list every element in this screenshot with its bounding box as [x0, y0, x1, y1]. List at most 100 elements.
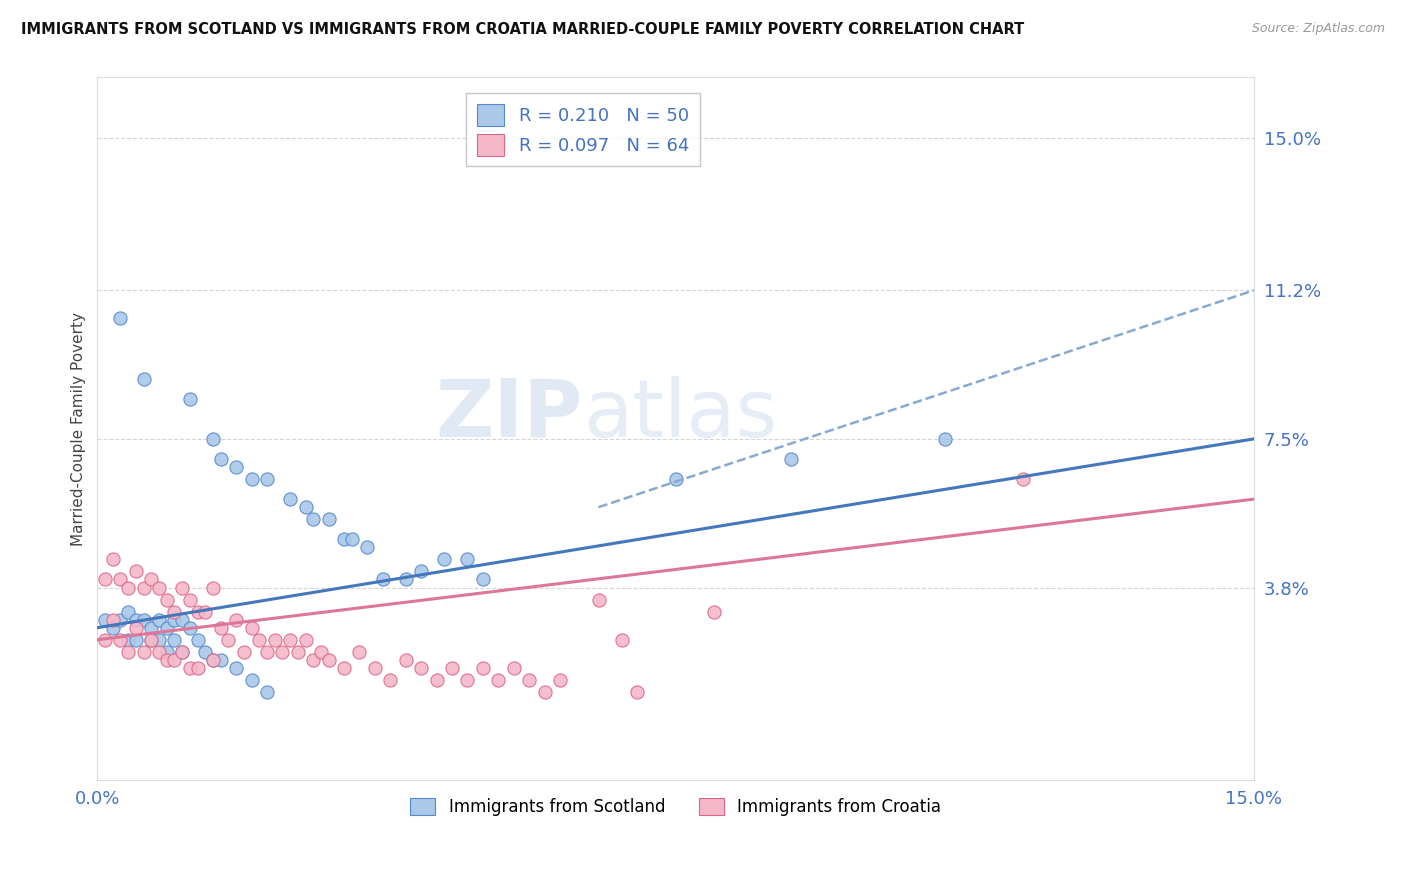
Point	[440, 661, 463, 675]
Point	[934, 432, 956, 446]
Point	[179, 592, 201, 607]
Point	[172, 581, 194, 595]
Point	[533, 685, 555, 699]
Point	[132, 372, 155, 386]
Point	[517, 673, 540, 687]
Point	[187, 605, 209, 619]
Point	[94, 613, 117, 627]
Point	[101, 552, 124, 566]
Point	[209, 452, 232, 467]
Point	[371, 573, 394, 587]
Point	[132, 581, 155, 595]
Point	[94, 573, 117, 587]
Point	[1011, 472, 1033, 486]
Point	[163, 632, 186, 647]
Point	[456, 673, 478, 687]
Point	[247, 632, 270, 647]
Point	[548, 673, 571, 687]
Point	[201, 653, 224, 667]
Point	[271, 645, 294, 659]
Text: ZIP: ZIP	[436, 376, 583, 454]
Point	[132, 645, 155, 659]
Point	[187, 632, 209, 647]
Point	[217, 632, 239, 647]
Point	[256, 472, 278, 486]
Point	[148, 613, 170, 627]
Point	[194, 605, 217, 619]
Point	[471, 573, 494, 587]
Point	[302, 653, 325, 667]
Point	[187, 661, 209, 675]
Point	[194, 645, 217, 659]
Point	[163, 605, 186, 619]
Point	[148, 632, 170, 647]
Point	[179, 621, 201, 635]
Point	[110, 632, 132, 647]
Point	[364, 661, 387, 675]
Point	[225, 613, 247, 627]
Point	[110, 613, 132, 627]
Point	[502, 661, 524, 675]
Point	[225, 661, 247, 675]
Point	[302, 512, 325, 526]
Point	[309, 645, 332, 659]
Point	[294, 500, 316, 515]
Point	[172, 613, 194, 627]
Point	[148, 581, 170, 595]
Point	[101, 613, 124, 627]
Point	[125, 613, 148, 627]
Point	[125, 621, 148, 635]
Point	[163, 653, 186, 667]
Point	[132, 613, 155, 627]
Point	[333, 661, 356, 675]
Point	[333, 533, 356, 547]
Point	[209, 621, 232, 635]
Point	[610, 632, 633, 647]
Point	[278, 632, 301, 647]
Point	[172, 645, 194, 659]
Point	[287, 645, 309, 659]
Text: IMMIGRANTS FROM SCOTLAND VS IMMIGRANTS FROM CROATIA MARRIED-COUPLE FAMILY POVERT: IMMIGRANTS FROM SCOTLAND VS IMMIGRANTS F…	[21, 22, 1025, 37]
Point	[141, 632, 163, 647]
Point	[456, 552, 478, 566]
Point	[278, 492, 301, 507]
Point	[141, 573, 163, 587]
Point	[110, 311, 132, 326]
Text: Source: ZipAtlas.com: Source: ZipAtlas.com	[1251, 22, 1385, 36]
Point	[426, 673, 449, 687]
Point	[141, 621, 163, 635]
Point	[172, 645, 194, 659]
Legend: Immigrants from Scotland, Immigrants from Croatia: Immigrants from Scotland, Immigrants fro…	[402, 789, 949, 825]
Point	[156, 592, 179, 607]
Point	[156, 653, 179, 667]
Point	[256, 645, 278, 659]
Point	[201, 432, 224, 446]
Point	[209, 653, 232, 667]
Point	[201, 653, 224, 667]
Point	[94, 632, 117, 647]
Point	[486, 673, 509, 687]
Point	[349, 645, 371, 659]
Point	[117, 645, 139, 659]
Point	[232, 645, 254, 659]
Point	[263, 632, 285, 647]
Point	[163, 613, 186, 627]
Point	[340, 533, 363, 547]
Point	[110, 573, 132, 587]
Point	[665, 472, 688, 486]
Point	[125, 632, 148, 647]
Point	[156, 621, 179, 635]
Point	[256, 685, 278, 699]
Point	[356, 541, 378, 555]
Point	[117, 632, 139, 647]
Point	[471, 661, 494, 675]
Point	[703, 605, 725, 619]
Point	[294, 632, 316, 647]
Point	[318, 512, 340, 526]
Point	[101, 621, 124, 635]
Point	[117, 581, 139, 595]
Point	[240, 472, 263, 486]
Point	[179, 392, 201, 406]
Point	[156, 645, 179, 659]
Point	[395, 573, 418, 587]
